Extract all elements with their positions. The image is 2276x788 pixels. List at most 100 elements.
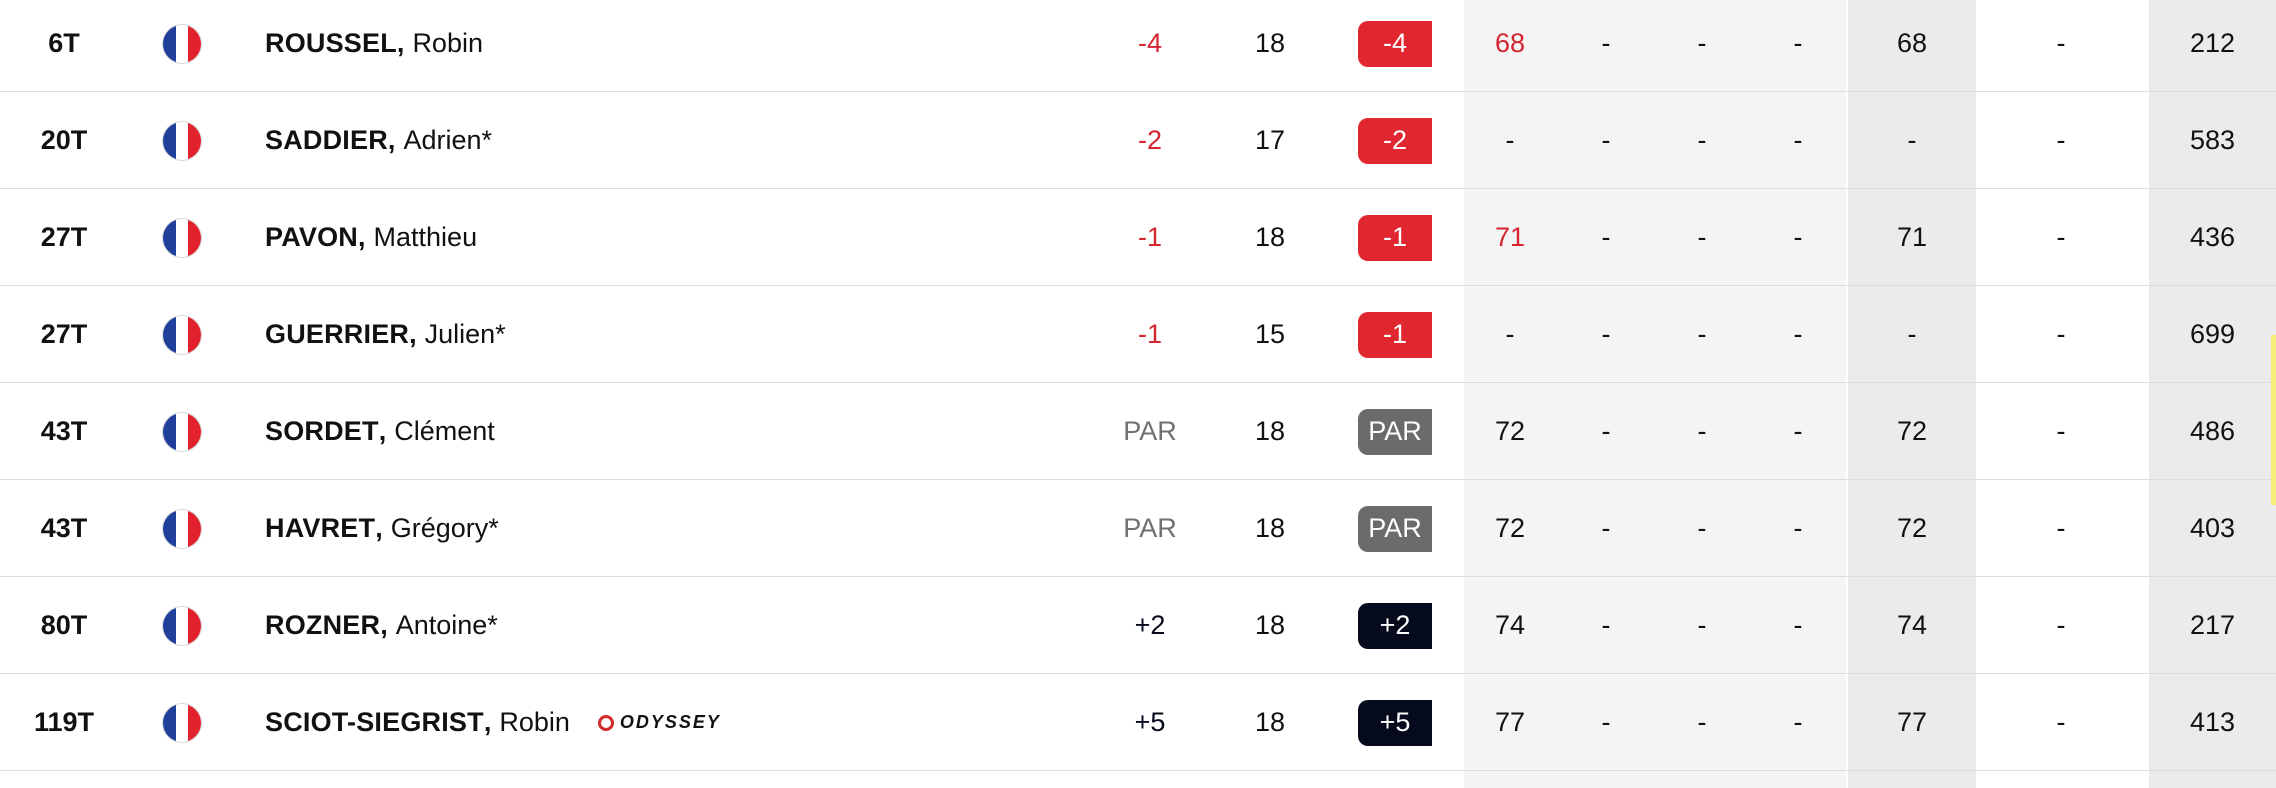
today-score: -4 [1137,28,1162,58]
round-2-score: - [1601,28,1611,58]
score-to-par-cell: +5 [1358,674,1432,771]
player-name[interactable]: SCIOT-SIEGRIST, Robin ODYSSEY [265,674,1085,771]
projected-value: - [2056,610,2066,640]
thru-holes: 17 [1254,125,1286,155]
player-name[interactable]: GUERRIER, Julien* [265,286,1085,383]
round-1-score: 68 [1494,28,1526,58]
today-score: PAR [1123,513,1177,543]
france-flag-icon [163,412,201,451]
player-row[interactable]: 27T PAVON, Matthieu -1 18 -1 71 - - - 71 … [0,189,2276,286]
total-score: - [1907,125,1917,155]
round-4-score: - [1793,416,1803,446]
round-4-score: - [1793,319,1803,349]
total-score: 72 [1896,513,1928,543]
player-last-name: ROUSSEL [265,28,397,58]
name-separator: , [358,222,366,252]
player-first-name: Antoine* [395,610,498,640]
france-flag-icon [163,606,201,645]
player-row[interactable]: 43T SORDET, Clément PAR 18 PAR 72 - - - 7… [0,383,2276,480]
projected-value: - [2056,222,2066,252]
projected-value: - [2056,416,2066,446]
today-score: -1 [1137,222,1162,252]
position: 80T [40,610,88,640]
flag-cell [163,383,201,480]
score-to-par-cell: PAR [1358,480,1432,577]
player-name[interactable]: ROUSSEL, Robin [265,0,1085,92]
player-first-name: Clément [394,416,495,446]
round-3-score: - [1697,707,1707,737]
projected-value: - [2056,319,2066,349]
player-last-name: SADDIER [265,125,388,155]
player-first-name: Matthieu [373,222,478,252]
odyssey-logo-icon [597,714,614,731]
name-separator: , [380,610,388,640]
round-2-score: - [1601,513,1611,543]
round-4-score: - [1793,125,1803,155]
flag-cell [163,480,201,577]
score-to-par-badge: PAR [1358,505,1432,552]
player-name[interactable]: HAVRET, Grégory* [265,480,1085,577]
round-2-score: - [1601,319,1611,349]
france-flag-icon [163,703,201,742]
player-name[interactable]: ROZNER, Antoine* [265,577,1085,674]
player-row[interactable]: 20T SADDIER, Adrien* -2 17 -2 - - - - - -… [0,92,2276,189]
player-row[interactable]: 6T ROUSSEL, Robin -4 18 -4 68 - - - 68 - … [0,0,2276,92]
thru-holes: 18 [1254,222,1286,252]
round-1-score: - [1505,125,1515,155]
player-row[interactable]: 27T GUERRIER, Julien* -1 15 -1 - - - - - … [0,286,2276,383]
round-3-score: - [1697,28,1707,58]
player-last-name: HAVRET [265,513,376,543]
name-separator: , [396,28,405,58]
player-row[interactable]: 43T HAVRET, Grégory* PAR 18 PAR 72 - - - … [0,480,2276,577]
points: 403 [2189,513,2236,543]
player-row[interactable]: 119T SCIOT-SIEGRIST, Robin ODYSSEY +5 18 … [0,674,2276,771]
today-score: -2 [1137,125,1162,155]
round-2-score: - [1601,416,1611,446]
player-last-name: ROZNER [265,610,381,640]
position: 27T [40,319,88,349]
france-flag-icon [163,315,201,354]
france-flag-icon [163,121,201,160]
sponsor-logo: ODYSSEY [597,712,721,733]
flag-cell [163,189,201,286]
round-columns-background [1464,0,1846,788]
thru-holes: 18 [1254,707,1286,737]
round-3-score: - [1697,125,1707,155]
thru-holes: 15 [1254,319,1286,349]
player-first-name: Julien* [424,319,506,349]
france-flag-icon [163,24,201,63]
round-2-score: - [1601,222,1611,252]
score-to-par-cell: -1 [1358,189,1432,286]
score-to-par-badge: PAR [1358,408,1432,455]
player-row[interactable]: 80T ROZNER, Antoine* +2 18 +2 74 - - - 74… [0,577,2276,674]
position: 6T [48,28,80,58]
thru-holes: 18 [1254,28,1286,58]
position: 43T [40,513,88,543]
france-flag-icon [163,218,201,257]
name-separator: , [483,707,492,737]
score-to-par-badge: -1 [1358,214,1432,261]
points: 583 [2189,125,2236,155]
thru-holes: 18 [1254,513,1286,543]
today-score: -1 [1137,319,1162,349]
player-name[interactable]: SORDET, Clément [265,383,1085,480]
points: 486 [2189,416,2236,446]
score-to-par-badge: -2 [1358,117,1432,164]
player-last-name: SCIOT-SIEGRIST [265,707,484,737]
projected-value: - [2056,513,2066,543]
total-score: 71 [1896,222,1928,252]
total-score: 68 [1896,28,1928,58]
scroll-indicator[interactable] [2271,335,2276,505]
player-last-name: GUERRIER [265,319,410,349]
position: 119T [33,707,95,737]
total-score: 72 [1896,416,1928,446]
today-score: PAR [1123,416,1177,446]
player-name[interactable]: SADDIER, Adrien* [265,92,1085,189]
thru-holes: 18 [1254,416,1286,446]
flag-cell [163,674,201,771]
player-first-name: Adrien* [403,125,492,155]
player-name[interactable]: PAVON, Matthieu [265,189,1085,286]
projected-value: - [2056,707,2066,737]
score-to-par-badge: -4 [1358,20,1432,67]
name-separator: , [387,125,396,155]
